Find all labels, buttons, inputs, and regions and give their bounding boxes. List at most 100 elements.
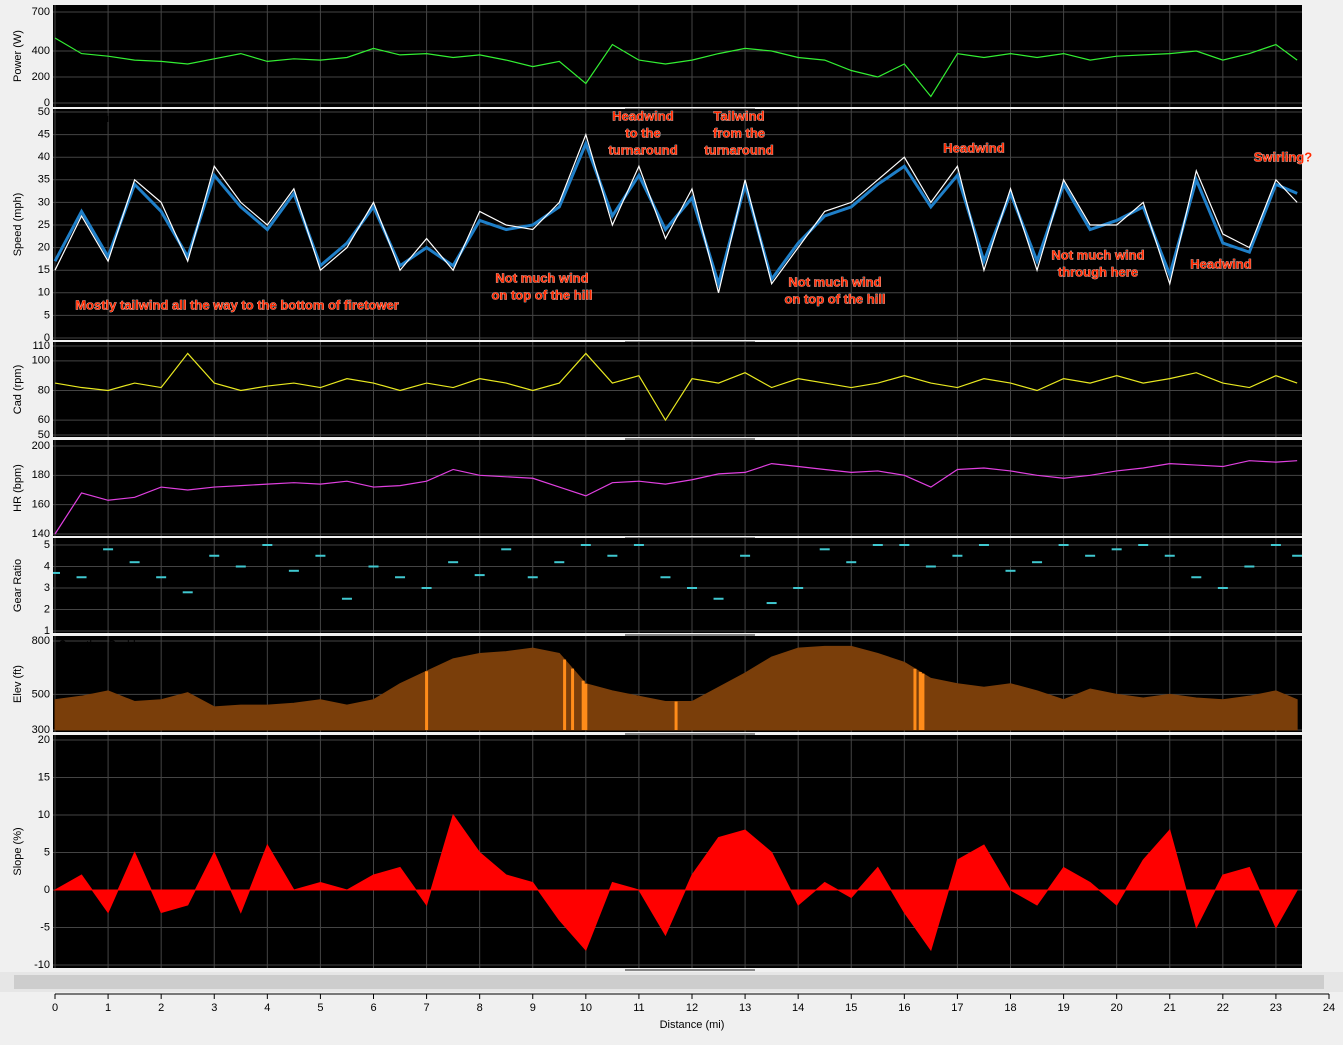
point: [501, 548, 512, 551]
point: [1292, 554, 1302, 557]
x-tick-label: 9: [530, 1002, 536, 1014]
y-tick-label: 5: [44, 539, 50, 551]
line: [54, 460, 1298, 535]
point: [978, 544, 989, 546]
point: [129, 561, 140, 564]
point: [1191, 576, 1202, 579]
x-tick-label: 3: [211, 1002, 217, 1014]
y-tick-label: 180: [32, 469, 50, 481]
y-tick-label: -5: [40, 921, 50, 933]
y-axis-title: Gear Ratio: [12, 559, 24, 612]
event-bar: [674, 701, 678, 730]
y-tick-label: 5: [44, 309, 50, 321]
y-axis-title: Power (W): [12, 30, 24, 82]
x-tick-label: 21: [1164, 1002, 1176, 1014]
point: [687, 587, 697, 589]
point: [262, 544, 273, 546]
y-axis-title: Cad (rpm): [12, 365, 24, 415]
x-tick-label: 8: [477, 1002, 483, 1014]
point: [53, 571, 60, 574]
annotation: to the: [625, 125, 660, 140]
x-tick-label: 18: [1004, 1002, 1016, 1014]
point: [607, 554, 618, 557]
point: [1111, 548, 1122, 551]
annotation: through here: [1058, 264, 1138, 279]
event-bar: [913, 668, 917, 730]
x-tick-label: 20: [1111, 1002, 1123, 1014]
plot-area: [53, 5, 1302, 107]
y-tick-label: 700: [32, 6, 50, 18]
y-axis-title: Elev (ft): [12, 665, 24, 703]
y-tick-label: 40: [38, 151, 50, 163]
x-axis-title: Distance (mi): [660, 1019, 725, 1031]
y-tick-label: 300: [32, 724, 50, 736]
plot-area: [53, 735, 1302, 968]
y-axis-title: HR (bpm): [12, 464, 24, 512]
panel-background: [53, 440, 1302, 536]
y-tick-label: 800: [32, 635, 50, 647]
y-tick-label: 10: [38, 809, 50, 821]
y-tick-label: 100: [32, 355, 50, 367]
y-tick-label: 15: [38, 771, 50, 783]
y-tick-label: 140: [32, 528, 50, 540]
y-tick-label: 60: [38, 414, 50, 426]
line: [54, 352, 1298, 422]
point: [182, 591, 193, 594]
annotation: on top of the hill: [491, 287, 592, 302]
point: [288, 569, 299, 572]
x-tick-label: 15: [845, 1002, 857, 1014]
point: [156, 576, 167, 579]
point: [554, 561, 565, 564]
y-tick-label: 0: [44, 97, 50, 109]
annotation: on top of the hill: [784, 291, 885, 306]
annotation: Swirling?: [1254, 149, 1313, 164]
x-tick-label: 11: [633, 1002, 644, 1014]
x-tick-label: 23: [1270, 1002, 1282, 1014]
point: [1138, 544, 1149, 546]
y-axis-title: Speed (mph): [12, 193, 24, 257]
line: [54, 37, 1298, 98]
y-tick-label: 500: [32, 688, 50, 700]
plot-area: [53, 440, 1302, 536]
point: [872, 544, 883, 546]
y-tick-label: 20: [38, 734, 50, 746]
y-tick-label: 2: [44, 603, 50, 615]
point: [395, 576, 406, 579]
legend-entry: Drafting: [58, 344, 100, 358]
y-tick-label: 20: [38, 242, 50, 254]
scrollbar-thumb[interactable]: [14, 975, 1324, 989]
event-bar: [918, 671, 922, 730]
plot-area: [53, 342, 1302, 437]
point: [1164, 554, 1175, 557]
x-tick-label: 6: [370, 1002, 376, 1014]
y-tick-label: 3: [44, 582, 50, 594]
point: [713, 597, 724, 600]
point: [1244, 565, 1255, 568]
x-tick-label: 2: [158, 1002, 164, 1014]
line: [54, 132, 1298, 293]
x-tick-label: 24: [1323, 1002, 1335, 1014]
y-tick-label: 200: [32, 440, 50, 452]
event-bar: [921, 673, 925, 730]
plot-area: [53, 636, 1302, 732]
event-bar: [425, 671, 429, 730]
point: [793, 587, 804, 589]
point: [1217, 587, 1228, 589]
point: [899, 544, 910, 546]
point: [368, 565, 379, 568]
point: [235, 565, 246, 568]
y-tick-label: 35: [38, 174, 50, 186]
annotation: turnaround: [704, 142, 773, 157]
annotation: Headwind: [1190, 256, 1251, 271]
panel-background: [53, 342, 1302, 437]
annotation: from the: [713, 125, 765, 140]
annotation: turnaround: [608, 142, 677, 157]
point: [925, 565, 936, 568]
y-tick-label: 30: [38, 196, 50, 208]
y-tick-label: 1: [44, 625, 50, 637]
point: [1058, 544, 1069, 546]
point: [819, 548, 830, 551]
y-tick-label: 50: [38, 429, 50, 441]
event-bar: [584, 683, 588, 730]
